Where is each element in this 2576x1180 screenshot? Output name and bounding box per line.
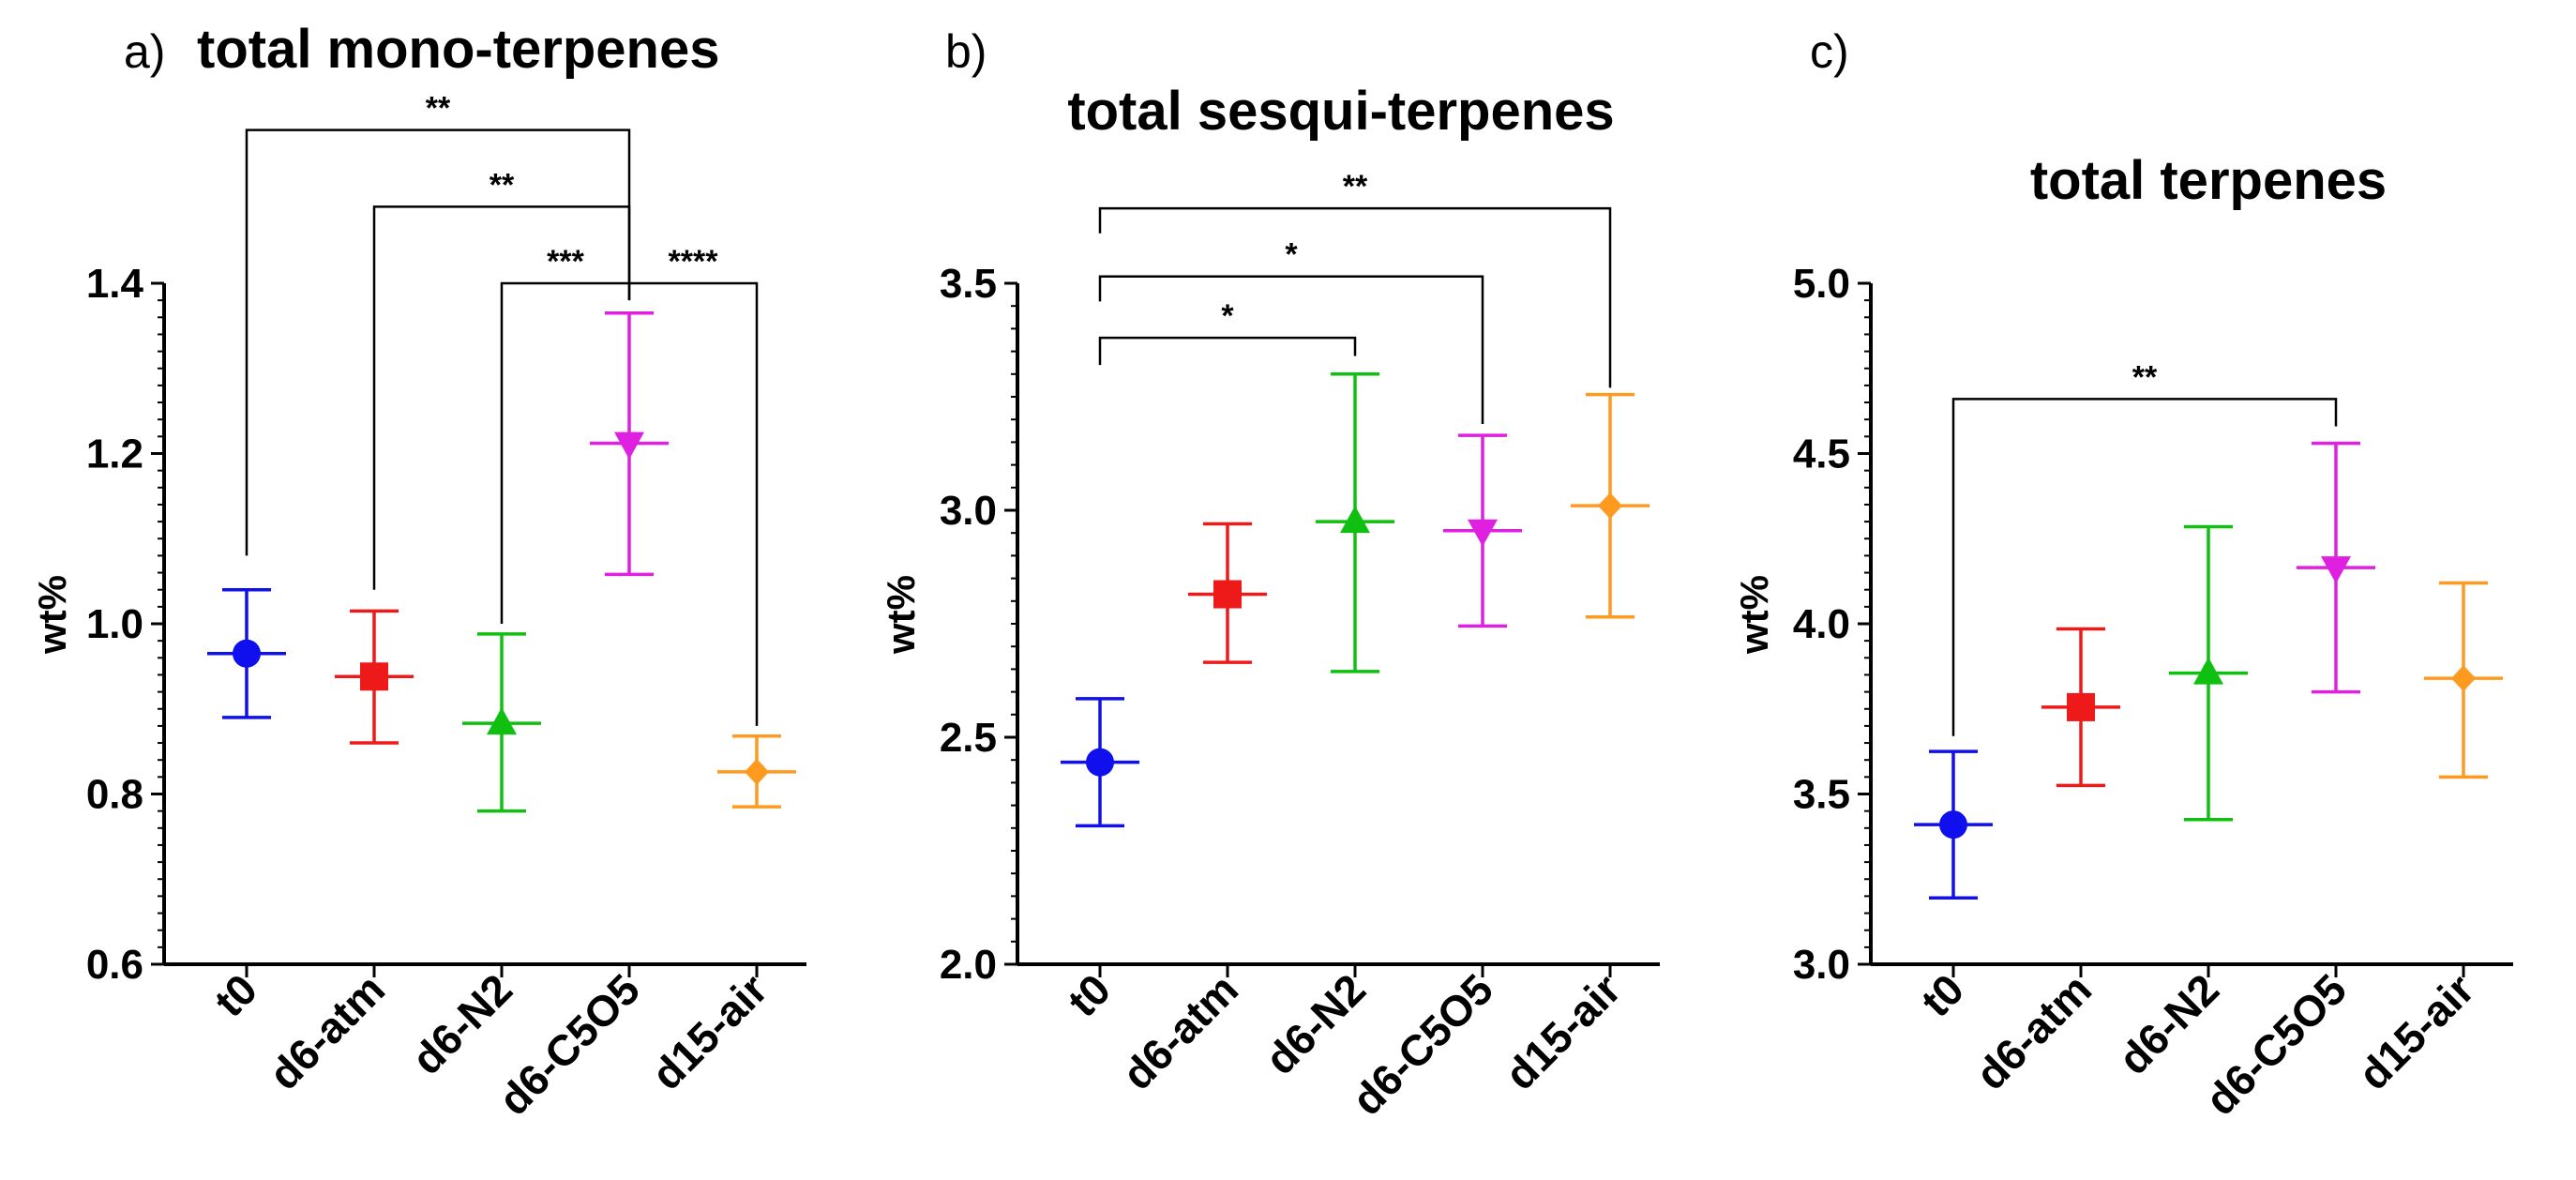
panel-total-terpenes: c) total terpenes wt% 3.03.54.04.55.0t0d… (1732, 25, 2513, 1125)
data-point-d15-air (1571, 392, 1650, 619)
y-tick-label: 4.5 (1793, 431, 1850, 477)
y-tick-label: 3.5 (1793, 772, 1850, 818)
x-tick-label: d6-C5O5 (1343, 964, 1503, 1125)
significance-label: ** (490, 167, 515, 203)
y-tick-label: 3.0 (1793, 942, 1850, 988)
x-tick-label: d15-air (2349, 964, 2484, 1099)
data-point-d6-C5O5 (2297, 441, 2375, 694)
y-tick-label: 1.4 (86, 261, 144, 307)
significance-label: ** (2132, 359, 2158, 395)
marker-diamond (2451, 665, 2476, 692)
x-tick-label: d6-atm (1113, 964, 1247, 1098)
y-tick-label: 0.6 (86, 942, 143, 988)
y-axis-label: wt% (30, 575, 74, 655)
marker-triangle-up (1340, 506, 1370, 534)
panel-title: total terpenes (2030, 150, 2387, 211)
marker-square (1213, 580, 1242, 609)
marker-square (2067, 692, 2095, 721)
y-axis-label: wt% (879, 575, 923, 655)
significance-bracket (1098, 336, 1357, 366)
marker-triangle-down (614, 431, 644, 460)
panel-sesqui-terpenes: b) total sesqui-terpenes wt% 2.0 2.5 3.0 3.… (879, 25, 1660, 1125)
x-tick-label: t0 (204, 964, 266, 1026)
significance-bracket (500, 281, 631, 624)
data-point-t0 (207, 587, 286, 719)
data-point-d15-air (717, 734, 796, 809)
data-point-d6-N2 (1316, 372, 1394, 673)
y-tick-label: 2.0 (940, 942, 997, 988)
data-point-t0 (1061, 697, 1139, 828)
marker-triangle-up (2193, 657, 2223, 685)
data-point-d6-C5O5 (590, 311, 669, 577)
panel-title: total sesqui-terpenes (1067, 81, 1614, 142)
x-tick-label: d6-atm (1966, 964, 2101, 1098)
data-point-d6-N2 (462, 632, 541, 813)
panel-letter: c) (1810, 25, 1849, 78)
marker-square (360, 662, 388, 691)
panel-title: total mono-terpenes (197, 19, 720, 80)
panel-letter: a) (124, 25, 165, 78)
significance-label: ** (426, 91, 451, 127)
marker-triangle-down (2321, 556, 2351, 584)
marker-diamond (745, 758, 769, 785)
y-tick-label: 0.8 (86, 772, 143, 818)
data-point-d6-atm (2041, 627, 2120, 788)
x-tick-label: d6-atm (260, 964, 394, 1098)
x-tick-label: d6-C5O5 (490, 964, 650, 1125)
x-tick-label: d15-air (642, 964, 777, 1099)
marker-diamond (1598, 492, 1622, 520)
y-tick-label: 1.2 (86, 431, 143, 477)
significance-bracket (627, 281, 759, 726)
significance-label: * (1221, 298, 1234, 334)
marker-circle (1086, 748, 1114, 777)
data-point-t0 (1914, 749, 1993, 900)
panel-mono-terpenes: a) total mono-terpenes wt% 0.6 0.8 1.0 1.2 1… (30, 19, 806, 1125)
significance-label: *** (547, 244, 584, 280)
significance-label: * (1285, 237, 1298, 273)
y-tick-label: 3.0 (940, 488, 997, 534)
data-point-d6-atm (1188, 522, 1267, 664)
significance-bracket (1098, 206, 1612, 388)
x-tick-label: d6-N2 (1256, 964, 1375, 1083)
data-point-d6-atm (335, 609, 414, 745)
x-tick-label: d6-C5O5 (2196, 964, 2357, 1125)
y-tick-label: 1.0 (86, 601, 143, 647)
y-tick-label: 4.0 (1793, 601, 1850, 647)
x-tick-label: d15-air (1496, 964, 1631, 1099)
significance-bracket (372, 205, 631, 590)
significance-bracket (1098, 275, 1484, 425)
x-tick-label: t0 (1911, 964, 1973, 1026)
significance-label: ** (1343, 169, 1368, 204)
x-tick-label: d6-N2 (402, 964, 521, 1083)
significance-label: **** (669, 244, 719, 280)
data-point-d15-air (2424, 581, 2503, 779)
x-tick-label: d6-N2 (2109, 964, 2228, 1083)
y-axis-label: wt% (1732, 575, 1776, 655)
marker-circle (233, 639, 261, 668)
data-point-d6-N2 (2169, 524, 2248, 822)
marker-circle (1939, 810, 1967, 840)
x-tick-label: t0 (1058, 964, 1120, 1026)
y-tick-label: 2.5 (940, 715, 997, 761)
y-tick-label: 5.0 (1793, 261, 1850, 307)
data-point-d6-C5O5 (1443, 433, 1522, 628)
significance-bracket (1951, 398, 2338, 736)
marker-triangle-down (1468, 519, 1498, 547)
y-tick-label: 3.5 (940, 261, 997, 307)
panel-letter: b) (945, 25, 987, 78)
significance-bracket (245, 129, 631, 556)
marker-triangle-up (487, 707, 517, 735)
